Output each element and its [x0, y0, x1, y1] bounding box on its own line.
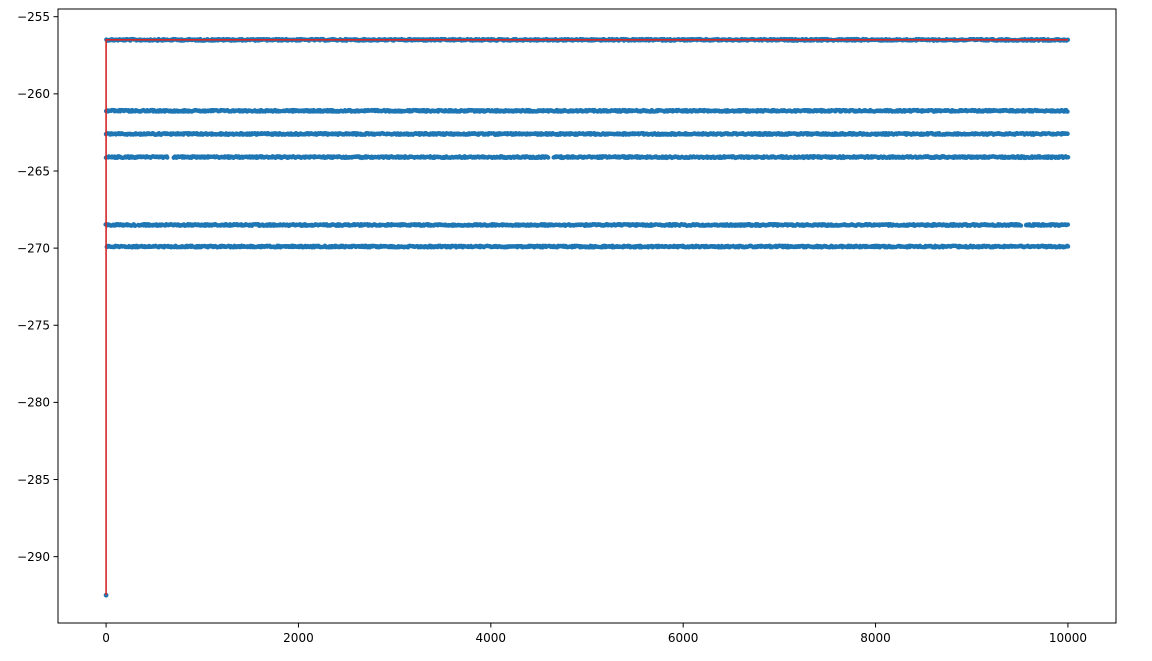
scatter-point [1065, 155, 1071, 160]
scatter-band [103, 130, 1070, 137]
scatter-band [103, 154, 1071, 161]
scatter-point [165, 155, 170, 160]
scatter-point [1065, 109, 1070, 114]
scatter-band [103, 221, 1071, 228]
scatter-point [1065, 131, 1070, 136]
scatter-band [103, 107, 1070, 114]
scatter-points [103, 36, 1071, 598]
scatter-point [545, 155, 551, 160]
